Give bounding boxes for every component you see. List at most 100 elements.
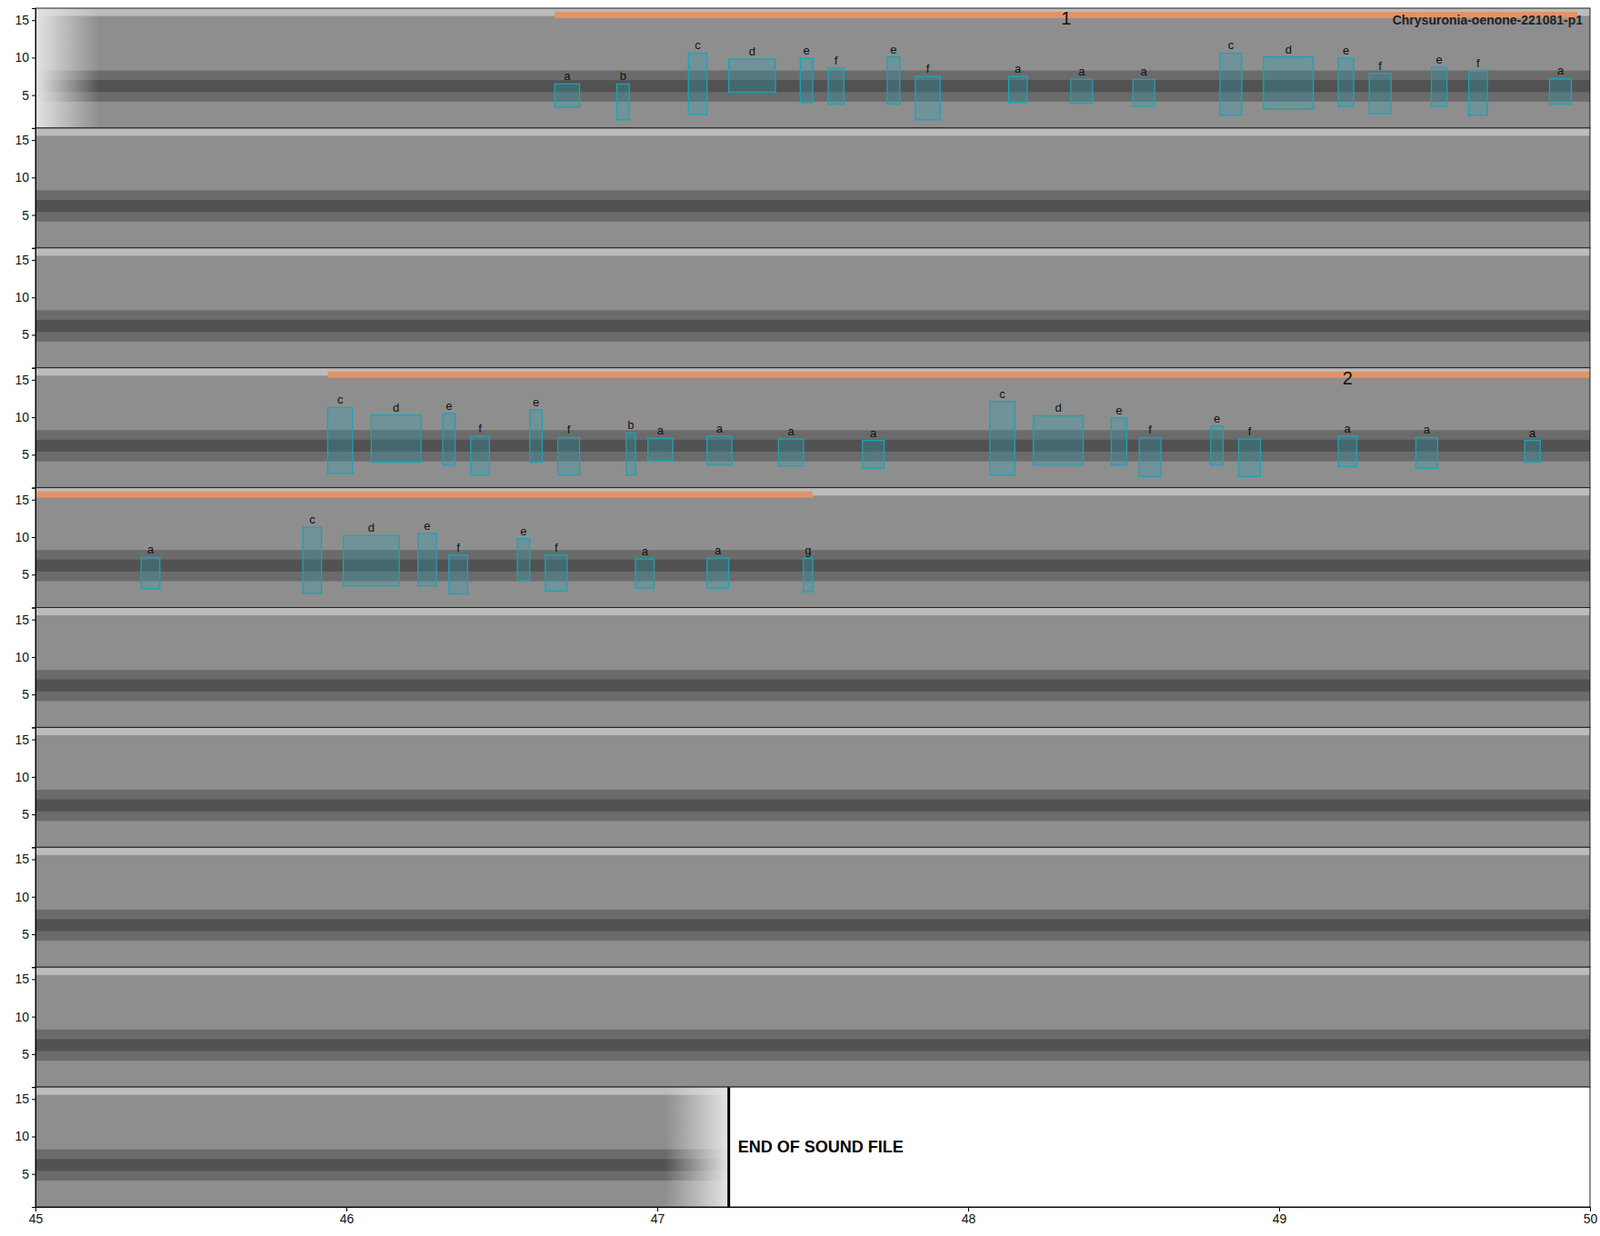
row-panel: 51015 (14, 128, 1590, 249)
tick-mark (31, 897, 36, 899)
syllable-label: d (1285, 42, 1292, 57)
frame (35, 727, 1590, 848)
tick-label: 15 (14, 12, 30, 28)
tick-mark (31, 574, 36, 576)
noise-band (35, 320, 1590, 332)
syllable-label: e (1436, 52, 1443, 67)
noise-band (35, 910, 1590, 941)
syllable-label: a (1423, 422, 1431, 437)
row-panel: 51015acdefefaag (0, 488, 1590, 609)
syllable-label: e (445, 399, 452, 413)
tick-label: 10 (14, 1129, 30, 1144)
syllable-label: d (392, 400, 400, 415)
spectrogram-background (35, 248, 1590, 369)
tick-mark (31, 777, 36, 779)
noise-band (35, 790, 1590, 821)
syllable-box (449, 555, 469, 595)
tick-mark (31, 380, 36, 381)
tick: 10 (14, 290, 36, 305)
spectrogram-background (35, 368, 1590, 489)
syllable-label: b (620, 69, 627, 83)
background (35, 967, 1590, 1088)
axis-line (36, 1208, 1591, 1213)
tick-mark (31, 1137, 36, 1139)
background (35, 368, 1590, 489)
syllable-label: f (926, 61, 930, 76)
tick-mark (31, 934, 36, 936)
tick-mark (31, 140, 36, 141)
tick-mark (31, 1054, 36, 1056)
syllable-box (1338, 58, 1354, 107)
y-axis: 51015 (14, 368, 36, 489)
tick-mark (31, 859, 36, 860)
tick-label: 5 (21, 1047, 30, 1062)
tick-label: 10 (14, 1010, 30, 1025)
spectrogram-background (35, 727, 1590, 848)
axis-line (31, 728, 37, 849)
syllable-box (302, 527, 322, 594)
top-stripe (35, 967, 1590, 976)
y-axis: 51015 (14, 608, 36, 729)
background (35, 8, 1590, 129)
y-axis: 51015 (14, 848, 36, 969)
axis-line (31, 848, 37, 969)
labels: cdefefbaaaacdefefaaa2 (337, 368, 1537, 440)
background (35, 488, 1590, 609)
syllable-box (442, 413, 456, 466)
syllable-label: d (749, 44, 756, 59)
syllable-label: e (1342, 43, 1350, 58)
tick-label: 5 (21, 687, 30, 702)
tick: 15 (14, 492, 36, 508)
tick-label: 15 (14, 612, 30, 628)
y-axis: 51015 (14, 1088, 36, 1209)
tick: 5 (21, 567, 36, 582)
tick-mark (31, 454, 36, 456)
tick-label: 15 (14, 252, 30, 268)
syllable-box (626, 432, 636, 475)
axis-line (31, 9, 37, 130)
tick-label: 5 (21, 327, 30, 342)
tick: 15 (14, 851, 36, 867)
noise-band (35, 800, 1590, 812)
background (35, 608, 1590, 729)
tick: 5 (21, 1167, 36, 1182)
tick: 50 (1583, 1207, 1599, 1227)
noise-band (35, 1039, 1590, 1051)
axis-line (31, 368, 37, 489)
top-stripe (35, 248, 1590, 257)
tick: 45 (29, 1207, 44, 1227)
syllable-box (140, 557, 160, 590)
background (35, 847, 1590, 968)
row-panel: 5 10 15 (14, 967, 1590, 1088)
syllable-label: a (1140, 64, 1149, 79)
axis-line (31, 488, 37, 609)
tick: 5 (21, 927, 36, 942)
background (35, 1087, 1590, 1208)
syllable-label: e (890, 42, 897, 57)
syllable-box (517, 539, 530, 581)
noise-band (35, 1030, 1590, 1061)
frame (35, 847, 1590, 968)
syllable-label: f (1476, 56, 1480, 70)
syllable-box (1033, 415, 1084, 465)
syllable-label: e (520, 524, 527, 539)
syllable-label: c (1228, 38, 1235, 52)
syllable-box (688, 52, 708, 115)
tick: 15 (14, 971, 36, 987)
syllable-label: f (834, 53, 839, 68)
tick-mark (31, 1174, 36, 1176)
syllable-box (554, 83, 580, 108)
song-label: 2 (1342, 368, 1353, 389)
tick-label: 48 (961, 1211, 977, 1227)
syllable-box (648, 438, 673, 461)
syllable-label: g (804, 543, 811, 558)
song-bar (327, 371, 1590, 379)
frame (35, 1087, 1590, 1208)
syllable-label: a (1078, 64, 1086, 79)
syllable-box (418, 533, 438, 587)
tick: 10 (14, 410, 36, 425)
syllable-box (617, 83, 630, 120)
spectrogram-background (35, 1087, 1590, 1208)
top-stripe (35, 608, 1590, 617)
y-axis: 51015 (14, 728, 36, 849)
